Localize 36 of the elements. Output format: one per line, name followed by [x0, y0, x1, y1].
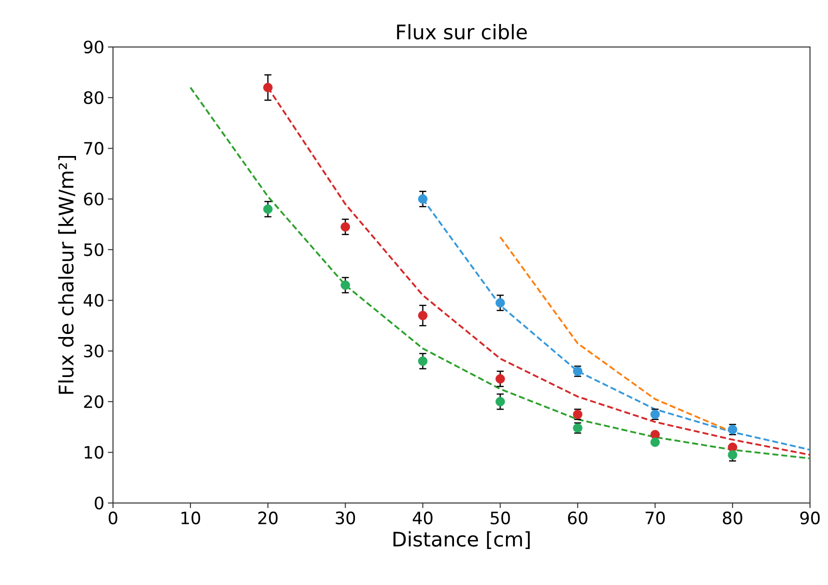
point	[418, 356, 428, 366]
x-tick-label: 90	[800, 512, 820, 524]
x-tick-label: 0	[108, 512, 118, 524]
x-tick-label: 70	[646, 512, 665, 524]
y-tick-label: 60	[84, 192, 104, 206]
y-tick-label: 30	[84, 344, 104, 358]
y-tick-label: 40	[84, 294, 104, 307]
y-tick-label: 90	[84, 40, 104, 54]
point	[418, 310, 428, 320]
y-tick-label: 10	[84, 446, 104, 459]
x-tick-label: 30	[336, 512, 356, 524]
point	[496, 374, 505, 384]
y-tick-label: 0	[94, 496, 104, 510]
y-tick-label: 80	[84, 91, 104, 104]
y-tick-label: 50	[84, 243, 104, 256]
x-tick-label: 40	[412, 512, 432, 524]
point	[340, 222, 350, 232]
chart-title: Flux sur cible	[397, 24, 527, 40]
point	[650, 438, 660, 447]
point	[496, 298, 505, 308]
x-tick-label: 10	[182, 512, 200, 524]
x-tick-label: 50	[490, 512, 510, 524]
point	[650, 430, 660, 440]
point	[263, 82, 273, 92]
y-axis-title: Flux de chaleur [kW/m²]	[58, 156, 76, 394]
point	[263, 204, 273, 214]
point	[340, 280, 350, 290]
y-tick-label: 70	[84, 142, 104, 155]
point	[496, 396, 505, 406]
point	[728, 450, 738, 460]
x-tick-label: 80	[722, 512, 742, 524]
y-tick-label: 20	[84, 395, 104, 408]
point	[418, 194, 428, 204]
x-tick-label: 20	[258, 512, 278, 524]
x-tick-label: 60	[568, 512, 588, 524]
x-axis-title: Distance [cm]	[394, 531, 530, 550]
